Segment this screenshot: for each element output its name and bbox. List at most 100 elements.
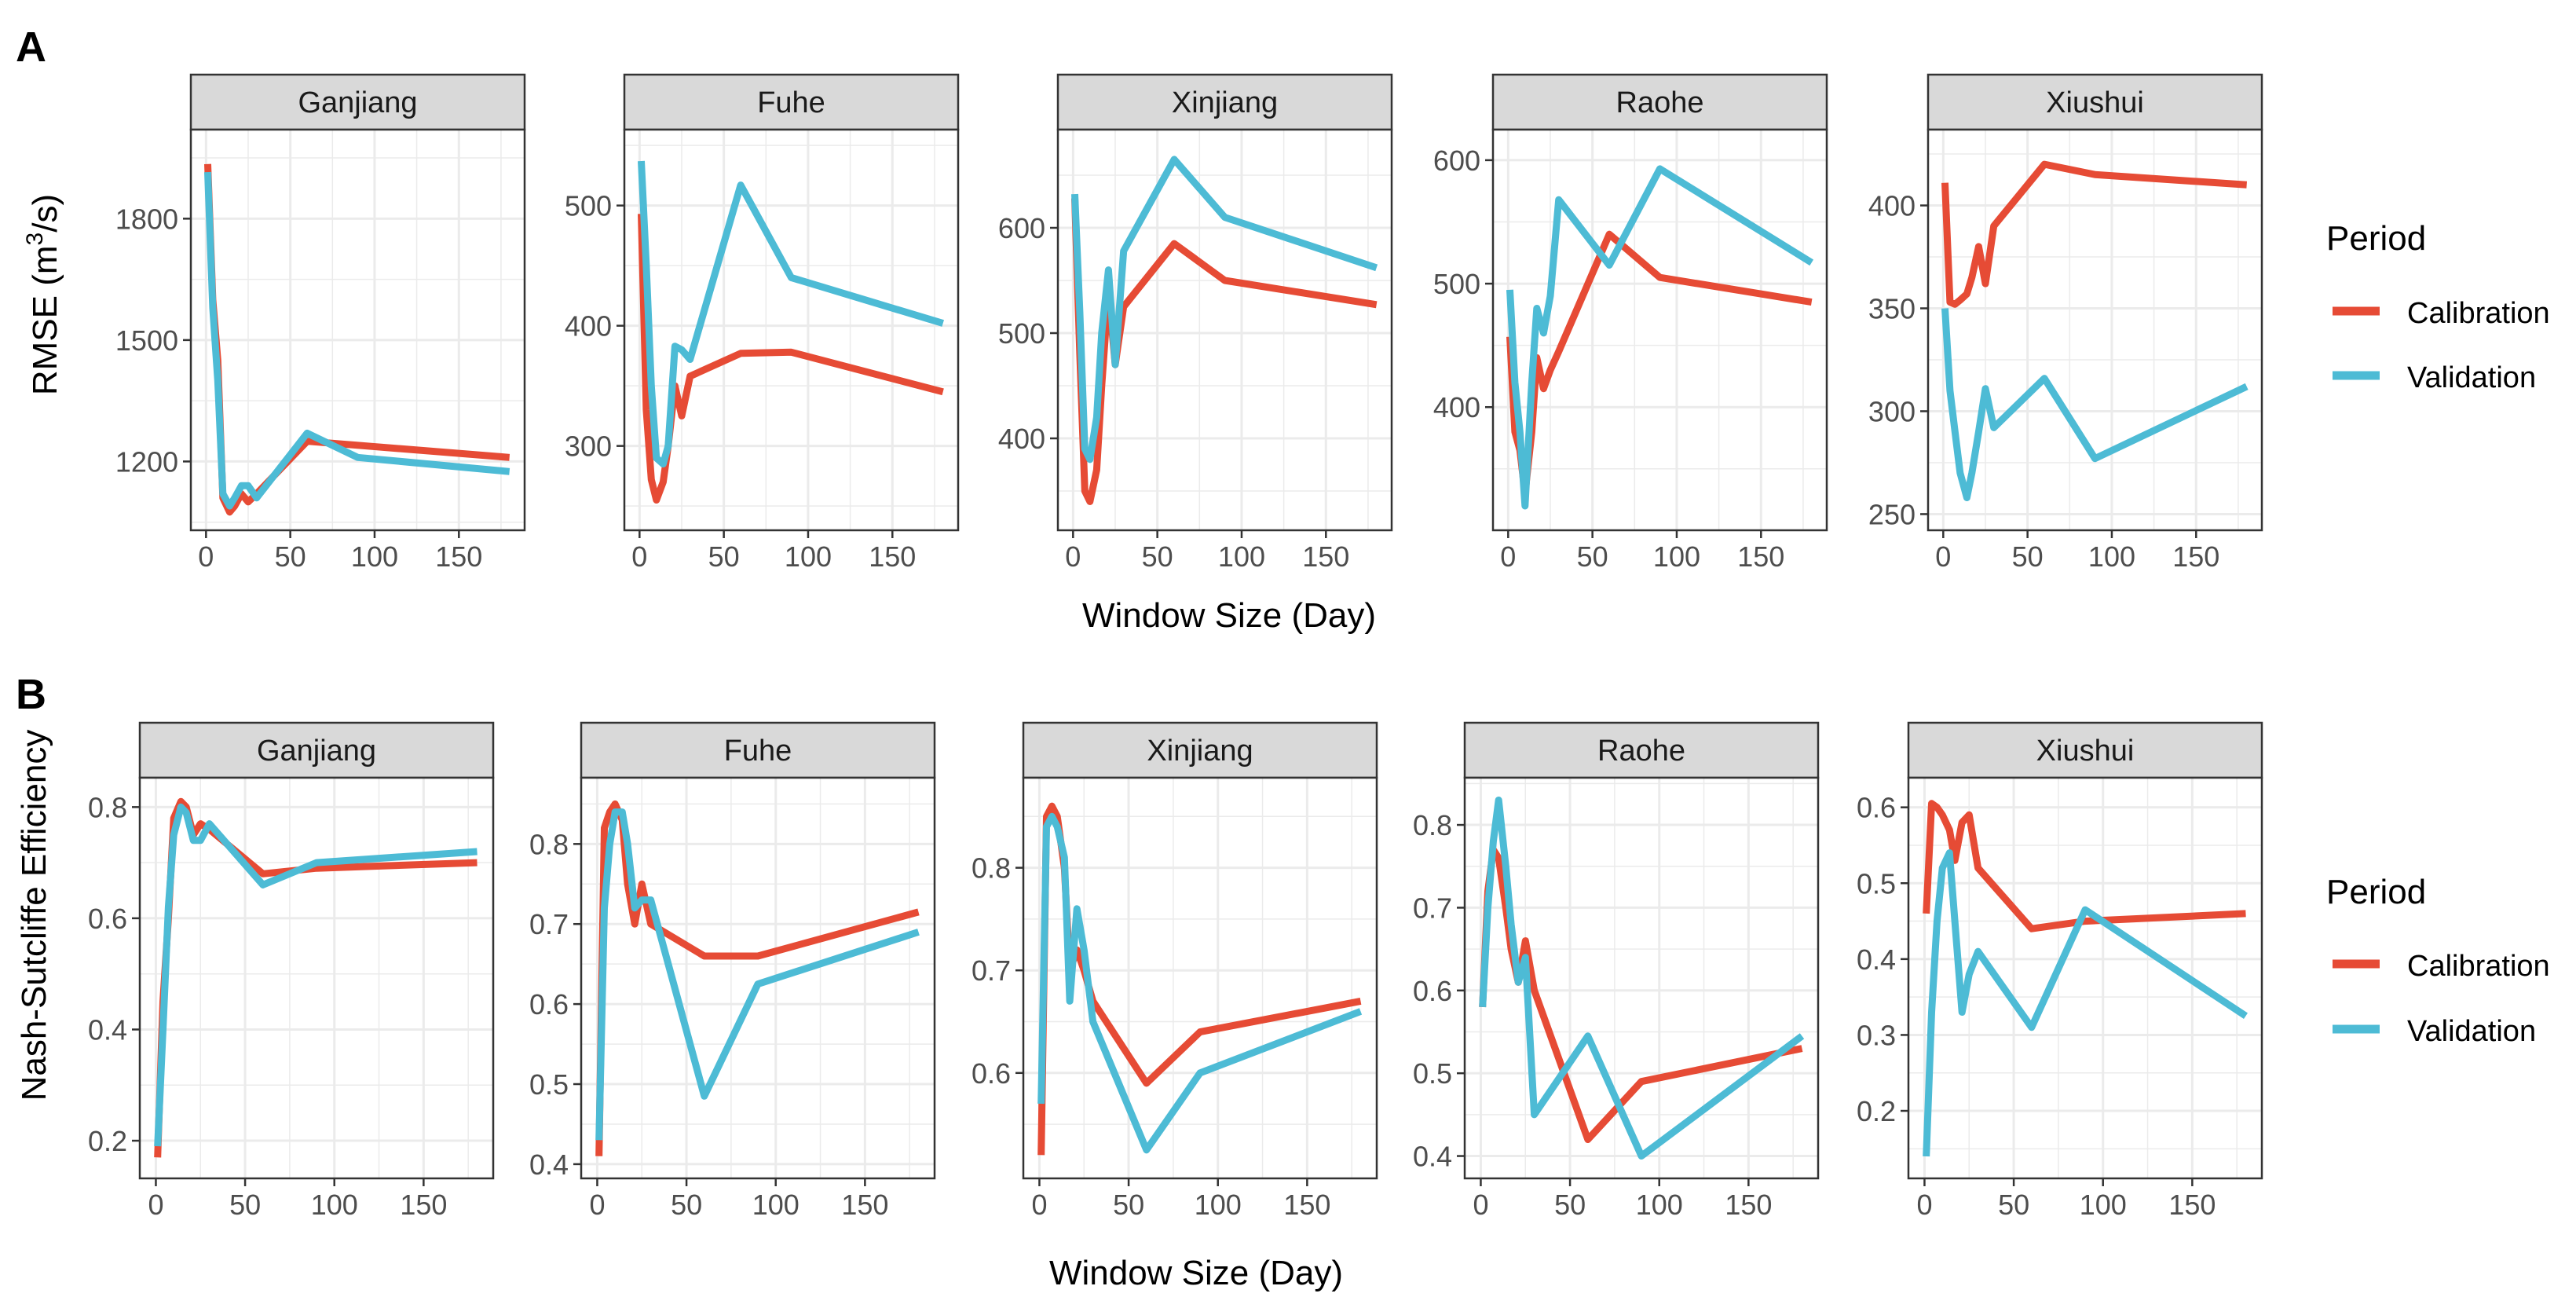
series-line-calibration xyxy=(1941,160,2248,308)
facet-strip-label: Ganjiang xyxy=(298,86,417,119)
y-tick-label: 0.7 xyxy=(1413,892,1452,924)
y-tick-label: 0.8 xyxy=(88,791,127,823)
x-tick-label: 0 xyxy=(1473,1189,1488,1221)
nse-y-axis-title: Nash-Sutcliffe Efficiency xyxy=(15,730,53,1101)
y-tick-label: 0.2 xyxy=(1857,1095,1896,1127)
y-tick-label: 0.4 xyxy=(88,1013,127,1046)
facet-strip xyxy=(189,73,526,131)
facet-strip xyxy=(580,721,936,779)
y-tick-label: 400 xyxy=(998,423,1045,455)
y-tick-label: 0.8 xyxy=(1413,809,1452,841)
x-tick-label: 100 xyxy=(2080,1189,2127,1221)
x-tick-label: 100 xyxy=(2088,540,2135,573)
facet-strip-label: Xinjiang xyxy=(1172,86,1278,119)
facet-strip-label: Ganjiang xyxy=(257,735,376,768)
panel-border xyxy=(623,128,960,532)
panel-border xyxy=(1927,128,2263,532)
y-tick-label: 0.4 xyxy=(1413,1141,1452,1173)
panel-border xyxy=(1056,128,1393,532)
x-tick-label: 0 xyxy=(631,540,647,573)
nse-facet-xinjiang: Xinjiang 0 50 100 150 0.6 0.7 0.8 xyxy=(971,721,1378,1221)
x-tick-label: 0 xyxy=(148,1189,163,1221)
panel-border xyxy=(580,776,936,1180)
y-tick-label: 0.5 xyxy=(1857,867,1896,899)
rmse-facet-xiushui: Xiushui 0 50 100 150 250 300 350 400 xyxy=(1868,73,2263,573)
facet-strip xyxy=(138,721,495,779)
x-tick-label: 50 xyxy=(275,540,306,573)
x-tick-label: 150 xyxy=(400,1189,447,1221)
y-tick-label: 500 xyxy=(565,190,612,222)
y-tick-label: 0.4 xyxy=(1857,943,1896,976)
facet-strip-label: Fuhe xyxy=(757,86,825,119)
y-tick-label: 1800 xyxy=(115,203,178,235)
y-tick-label: 0.5 xyxy=(1413,1057,1452,1090)
y-tick-label: 400 xyxy=(1433,391,1480,423)
y-tick-label: 0.4 xyxy=(529,1149,569,1181)
x-tick-label: 150 xyxy=(1302,540,1349,573)
rmse-y-axis-title: RMSE (m3/s) xyxy=(22,194,64,395)
rmse-facet-fuhe: Fuhe 0 50 100 150 300 400 500 xyxy=(565,73,960,573)
rmse-x-axis-title: Window Size (Day) xyxy=(1082,596,1376,635)
x-tick-label: 50 xyxy=(2012,540,2044,573)
x-tick-label: 150 xyxy=(435,540,482,573)
y-tick-label: 300 xyxy=(1868,395,1916,427)
x-tick-label: 0 xyxy=(1935,540,1951,573)
x-tick-label: 100 xyxy=(785,540,832,573)
nse-x-axis-title: Window Size (Day) xyxy=(1049,1254,1343,1292)
panel-label-a: A xyxy=(16,24,46,71)
y-tick-label: 0.6 xyxy=(1857,792,1896,824)
x-tick-label: 0 xyxy=(198,540,214,573)
x-tick-label: 50 xyxy=(1998,1189,2029,1221)
panel-border xyxy=(1463,776,1820,1180)
series-line-validation xyxy=(638,160,944,468)
x-tick-label: 100 xyxy=(752,1189,800,1221)
x-tick-label: 150 xyxy=(869,540,916,573)
y-tick-label: 0.8 xyxy=(529,828,569,860)
x-tick-label: 0 xyxy=(1031,1189,1047,1221)
y-tick-label: 0.6 xyxy=(88,903,127,935)
panel-border xyxy=(1491,128,1828,532)
nse-facet-ganjiang: Ganjiang 0 50 100 150 0.2 0.4 0.6 0.8 xyxy=(88,721,495,1221)
y-tick-label: 0.6 xyxy=(1413,975,1452,1007)
panel-border xyxy=(1022,776,1378,1180)
y-tick-label: 500 xyxy=(1433,268,1480,300)
facet-strip xyxy=(623,73,960,131)
facet-strip-label: Xiushui xyxy=(2036,735,2135,768)
plot-background xyxy=(140,778,493,1178)
rmse-facet-ganjiang: Ganjiang 0 50 100 150 1200 1500 1800 xyxy=(115,73,526,573)
x-tick-label: 50 xyxy=(229,1189,261,1221)
series-line-validation xyxy=(204,171,510,510)
x-tick-label: 50 xyxy=(1113,1189,1144,1221)
legend-b-validation-label: Validation xyxy=(2407,1015,2536,1048)
series-line-validation xyxy=(1923,849,2248,1157)
facet-strip-label: Raohe xyxy=(1616,86,1704,119)
facet-strip-label: Fuhe xyxy=(724,735,792,768)
series-line-validation xyxy=(595,808,920,1141)
x-tick-label: 0 xyxy=(1916,1189,1932,1221)
y-tick-label: 0.7 xyxy=(529,908,569,940)
y-tick-label: 500 xyxy=(998,317,1045,350)
x-tick-label: 50 xyxy=(1554,1189,1586,1221)
y-tick-label: 0.3 xyxy=(1857,1019,1896,1051)
series-line-validation xyxy=(1941,308,2249,501)
plot-background xyxy=(581,778,935,1178)
x-tick-label: 100 xyxy=(1218,540,1265,573)
facet-strip-label: Xiushui xyxy=(2046,86,2144,119)
panel-border xyxy=(1907,776,2263,1180)
legend-b-title: Period xyxy=(2326,873,2426,911)
series-line-validation xyxy=(1479,797,1805,1160)
legend-a-title: Period xyxy=(2326,219,2426,258)
x-tick-label: 0 xyxy=(589,1189,605,1221)
facet-strip xyxy=(1491,73,1828,131)
y-tick-label: 600 xyxy=(1433,145,1480,177)
x-tick-label: 150 xyxy=(2168,1189,2216,1221)
facet-strip-label: Raohe xyxy=(1597,735,1685,768)
rmse-facet-xinjiang: Xinjiang 0 50 100 150 400 500 600 xyxy=(998,73,1393,573)
facet-strip xyxy=(1927,73,2263,131)
x-tick-label: 0 xyxy=(1500,540,1516,573)
plot-background xyxy=(1928,130,2262,530)
y-tick-label: 0.6 xyxy=(971,1057,1011,1090)
y-tick-label: 0.5 xyxy=(529,1068,569,1101)
y-tick-label: 0.6 xyxy=(529,988,569,1020)
